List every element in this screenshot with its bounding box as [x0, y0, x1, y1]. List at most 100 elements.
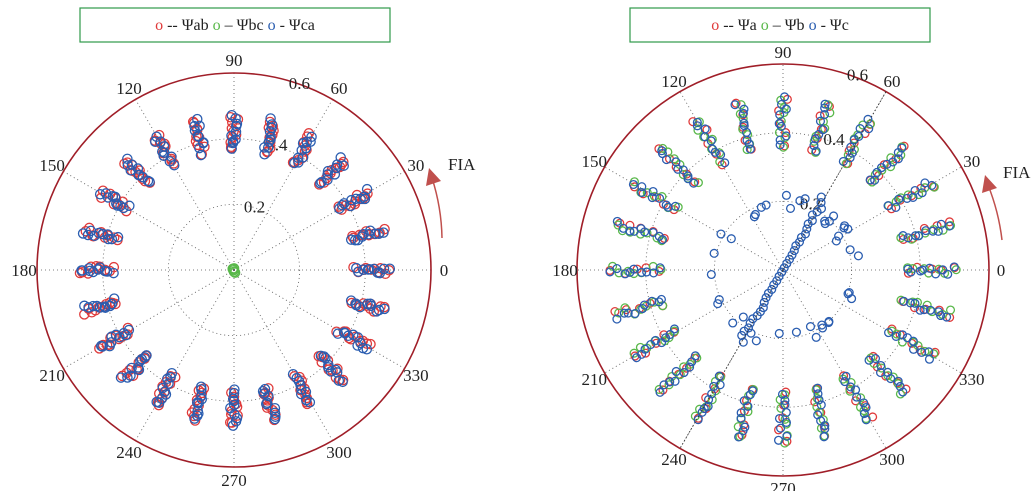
angle-label: 330: [403, 366, 429, 385]
data-point: [872, 167, 882, 177]
data-point: [820, 216, 830, 226]
data-point: [949, 262, 959, 272]
data-point: [685, 362, 695, 372]
data-point: [839, 223, 849, 233]
data-point: [716, 150, 726, 160]
data-point: [743, 323, 754, 333]
data-point: [943, 269, 953, 279]
diagonal-line: [679, 91, 887, 449]
grid-spoke: [63, 269, 235, 369]
data-point: [813, 383, 823, 393]
data-point: [269, 402, 281, 414]
data-point: [673, 164, 683, 174]
data-point: [908, 233, 918, 243]
data-point: [304, 397, 316, 408]
angle-label: 150: [39, 156, 65, 175]
data-point: [853, 251, 863, 261]
data-point: [104, 300, 116, 312]
data-point: [814, 395, 824, 405]
data-point: [345, 200, 356, 212]
data-point: [789, 246, 799, 256]
data-point: [820, 123, 830, 133]
data-point: [95, 340, 107, 352]
data-point: [845, 386, 855, 396]
legend-label: – Ψb: [769, 17, 805, 34]
legend-marker: o: [155, 17, 163, 34]
data-point: [761, 200, 771, 210]
data-point: [230, 126, 242, 138]
data-point: [820, 99, 830, 109]
data-point: [847, 294, 857, 304]
data-point: [896, 193, 906, 203]
data-point: [353, 266, 364, 277]
data-point: [314, 179, 325, 190]
data-point: [661, 155, 672, 165]
data-point: [894, 194, 904, 204]
data-point: [715, 380, 725, 390]
data-point: [812, 393, 822, 404]
data-point: [767, 284, 777, 295]
data-point: [608, 261, 618, 271]
data-point: [265, 113, 276, 124]
angle-label: 30: [407, 156, 424, 175]
legend-marker: o: [805, 17, 817, 34]
radial-tick-label: 0.2: [244, 197, 265, 216]
data-point: [899, 296, 909, 306]
data-point: [678, 165, 688, 175]
angle-label: 90: [775, 43, 792, 62]
data-point: [228, 387, 240, 399]
data-point: [886, 373, 896, 384]
data-point: [841, 371, 851, 381]
data-point: [226, 109, 238, 121]
data-point: [352, 340, 363, 351]
data-point: [864, 355, 874, 365]
data-point: [805, 322, 816, 332]
data-point: [263, 136, 275, 148]
data-point: [697, 407, 707, 417]
data-point: [924, 354, 934, 364]
data-point: [876, 360, 886, 371]
data-point: [716, 229, 726, 239]
data-point: [149, 136, 161, 147]
data-point: [845, 153, 855, 163]
data-point: [121, 205, 132, 217]
data-point: [189, 120, 200, 132]
data-point: [775, 135, 785, 145]
data-point: [227, 420, 239, 431]
data-point: [663, 202, 673, 212]
radial-tick-label: 0.4: [823, 130, 845, 149]
fia-arrowhead: [982, 175, 997, 193]
data-point: [838, 374, 848, 384]
data-point: [329, 169, 341, 180]
data-point: [225, 112, 236, 123]
data-point: [742, 145, 752, 155]
data-point: [687, 357, 697, 367]
data-point: [870, 170, 880, 180]
data-point: [683, 174, 693, 184]
data-point: [931, 269, 941, 279]
data-point: [734, 432, 744, 442]
data-point: [371, 306, 382, 317]
data-point: [330, 364, 341, 376]
legend-marker: o: [209, 17, 221, 34]
data-point: [658, 385, 668, 395]
data-point: [693, 415, 703, 425]
legend-box: [629, 7, 931, 43]
data-point: [743, 401, 753, 411]
data-point: [335, 152, 346, 163]
data-point: [306, 131, 317, 143]
data-point: [815, 116, 826, 126]
data-point: [704, 395, 714, 405]
data-point: [898, 387, 908, 397]
legend-marker: o: [264, 17, 276, 34]
data-point: [859, 398, 869, 408]
data-point: [883, 371, 893, 381]
data-point: [867, 177, 877, 187]
data-point: [780, 132, 790, 143]
data-point: [774, 328, 784, 339]
data-point: [657, 146, 667, 156]
data-point: [620, 269, 630, 279]
data-point: [192, 113, 203, 125]
data-point: [749, 212, 759, 222]
